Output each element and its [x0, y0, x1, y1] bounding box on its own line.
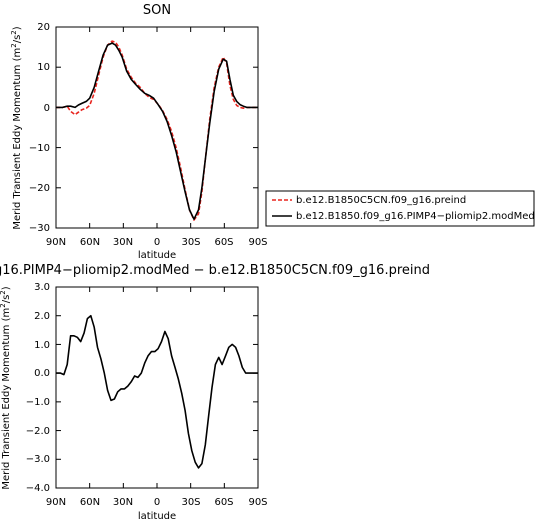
top-y-tick-label: −10 [29, 143, 50, 154]
bottom-y-tick-label: −3.0 [26, 454, 50, 465]
bottom-y-tick-label: 3.0 [34, 282, 50, 293]
top-y-axis-title: Merid Transient Eddy Momentum (m2/s2) [10, 26, 23, 229]
top-chart: SON −30 −20 −10 0 10 20 90N 60N 30N 0 30… [10, 3, 535, 261]
top-x-tick-label: 60S [214, 237, 233, 248]
top-x-tick-label: 90N [46, 237, 66, 248]
top-x-axis-title: latitude [138, 250, 176, 261]
bottom-x-axis-title: latitude [138, 511, 176, 522]
top-legend: b.e12.B1850C5CN.f09_g16.preind b.e12.B18… [265, 190, 535, 227]
bottom-y-tick-label: 2.0 [34, 311, 50, 322]
bottom-series-line-0 [56, 314, 258, 469]
bottom-chart-title: g16.PIMP4−pliomip2.modMed − b.e12.B1850C… [0, 263, 430, 278]
top-x-tick-label: 30N [113, 237, 133, 248]
top-y-tick-label: 10 [37, 62, 50, 73]
top-series-line-1 [56, 42, 258, 220]
bottom-y-tick-label: 0.0 [34, 368, 50, 379]
bottom-y-axis-labels: −4.0 −3.0 −2.0 −1.0 0.0 1.0 2.0 3.0 [26, 282, 50, 494]
top-y-tick-label: 0 [44, 103, 50, 114]
bottom-y-tick-label: −2.0 [26, 426, 50, 437]
bottom-chart: g16.PIMP4−pliomip2.modMed − b.e12.B1850C… [0, 263, 430, 522]
bottom-tick-marks [55, 286, 259, 489]
bottom-series-lines [56, 314, 258, 469]
bottom-x-tick-label: 60S [214, 497, 233, 508]
top-y-tick-label: 20 [37, 22, 50, 33]
bottom-y-tick-label: −4.0 [26, 483, 50, 494]
bottom-x-tick-label: 60N [80, 497, 100, 508]
top-x-tick-label: 90S [248, 237, 267, 248]
top-y-tick-label: −20 [29, 183, 50, 194]
top-chart-title: SON [143, 3, 171, 18]
bottom-x-tick-label: 0 [154, 497, 160, 508]
top-y-tick-label: −30 [29, 223, 50, 234]
top-series-lines [56, 40, 258, 221]
bottom-y-tick-label: 1.0 [34, 340, 50, 351]
top-x-tick-label: 30S [181, 237, 200, 248]
bottom-plot-frame [55, 286, 259, 489]
top-tick-marks [55, 26, 259, 229]
legend-label-pliomip: b.e12.B1850.f09_g16.PIMP4−pliomip2.modMe… [296, 211, 535, 222]
top-y-axis-labels: −30 −20 −10 0 10 20 [29, 22, 50, 234]
top-x-tick-label: 60N [80, 237, 100, 248]
top-plot-frame [55, 26, 259, 229]
bottom-y-tick-label: −1.0 [26, 397, 50, 408]
bottom-x-tick-label: 30N [113, 497, 133, 508]
bottom-x-tick-label: 90N [46, 497, 66, 508]
bottom-x-tick-label: 30S [181, 497, 200, 508]
bottom-x-axis-labels: 90N 60N 30N 0 30S 60S 90S [46, 497, 268, 508]
legend-frame [265, 190, 535, 227]
top-x-axis-labels: 90N 60N 30N 0 30S 60S 90S [46, 237, 268, 248]
legend-label-preind: b.e12.B1850C5CN.f09_g16.preind [296, 195, 466, 206]
bottom-y-axis-title: Merid Transient Eddy Momentum (m2/s2) [0, 286, 12, 489]
top-x-tick-label: 0 [154, 237, 160, 248]
bottom-x-tick-label: 90S [248, 497, 267, 508]
